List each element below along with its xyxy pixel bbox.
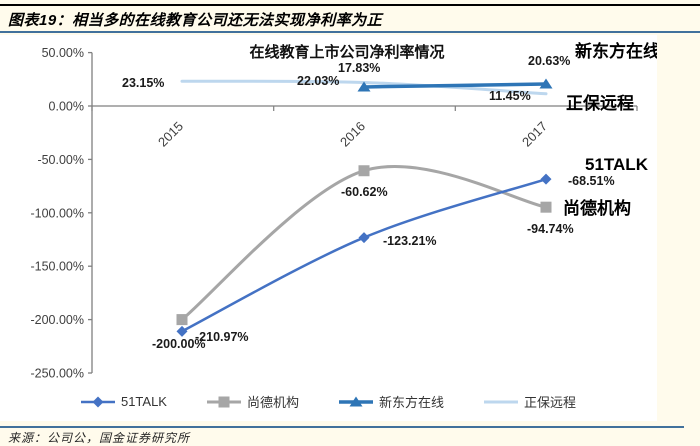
data-label: 11.45% [489, 89, 531, 103]
diamond-marker [176, 325, 188, 337]
data-label: -210.97% [195, 330, 249, 344]
y-tick-label: -100.00% [30, 206, 84, 220]
series-annotation-label: 尚德机构 [563, 198, 631, 218]
chart-legend: 51TALK 尚德机构 新东方在线 正保远程 [0, 392, 657, 411]
chart-panel: 在线教育上市公司净利率情况 50.00% 0.00% -50.00% -100.00%… [0, 35, 657, 421]
data-label: 17.83% [338, 61, 380, 75]
x-category-label: 2016 [337, 119, 368, 150]
square-marker [176, 314, 188, 326]
y-tick-label: 0.00% [49, 100, 84, 114]
header-bottom-rule [0, 31, 700, 33]
series-annotation-label: 正保远程 [566, 93, 634, 113]
legend-label: 尚德机构 [246, 395, 299, 410]
square-marker [540, 201, 552, 213]
diamond-marker [358, 232, 370, 244]
legend-label: 正保远程 [524, 395, 577, 410]
y-tick-label: -250.00% [30, 367, 84, 381]
legend-label: 新东方在线 [379, 395, 445, 410]
figure-caption: 图表19：相当多的在线教育公司还无法实现净利率为正 [8, 12, 383, 29]
chart-title: 在线教育上市公司净利率情况 [249, 44, 445, 61]
diamond-marker [540, 173, 552, 185]
legend-item-尚德机构: 尚德机构 [206, 392, 299, 411]
diamond-marker [92, 396, 104, 407]
data-label: -200.00% [152, 337, 206, 351]
data-label: -94.74% [527, 222, 574, 236]
data-label: 23.15% [122, 76, 164, 90]
y-tick-label: 50.00% [42, 46, 84, 60]
series-annotation-label: 51TALK [585, 155, 649, 174]
data-label: 20.63% [528, 54, 570, 68]
series-line-51TALK [180, 177, 548, 333]
legend-swatch [80, 396, 115, 407]
y-tick-label: -50.00% [37, 153, 84, 167]
legend-label: 51TALK [120, 394, 167, 409]
x-category-label: 2015 [155, 119, 186, 150]
y-tick-label: -150.00% [30, 260, 84, 274]
legend-swatch [484, 400, 519, 403]
legend-item-正保远程: 正保远程 [484, 392, 576, 411]
data-label: -123.21% [383, 234, 437, 248]
x-category-label: 2017 [519, 119, 550, 150]
line-chart: 50.00% 0.00% -50.00% -100.00% -150.00% -200.0… [30, 41, 657, 381]
header-top-rule [0, 4, 700, 6]
triangle-marker [349, 396, 363, 406]
triangle-marker [539, 78, 553, 89]
square-marker [218, 396, 230, 407]
data-label: -60.62% [341, 185, 388, 199]
footer-rule [0, 426, 684, 428]
source-note: 来源：公司公，国金证券研究所 [8, 431, 191, 445]
data-label: -68.51% [568, 174, 615, 188]
triangle-marker [357, 81, 371, 92]
legend-item-51TALK: 51TALK [80, 394, 167, 409]
square-marker [358, 165, 370, 177]
y-tick-label: -200.00% [30, 313, 84, 327]
data-label: 22.03% [297, 74, 339, 88]
legend-swatch [206, 396, 241, 407]
series-line-新东方在线 [362, 82, 548, 89]
legend-swatch [339, 396, 373, 406]
legend-item-新东方在线: 新东方在线 [339, 392, 444, 411]
series-annotation-label: 新东方在线 [575, 41, 657, 61]
